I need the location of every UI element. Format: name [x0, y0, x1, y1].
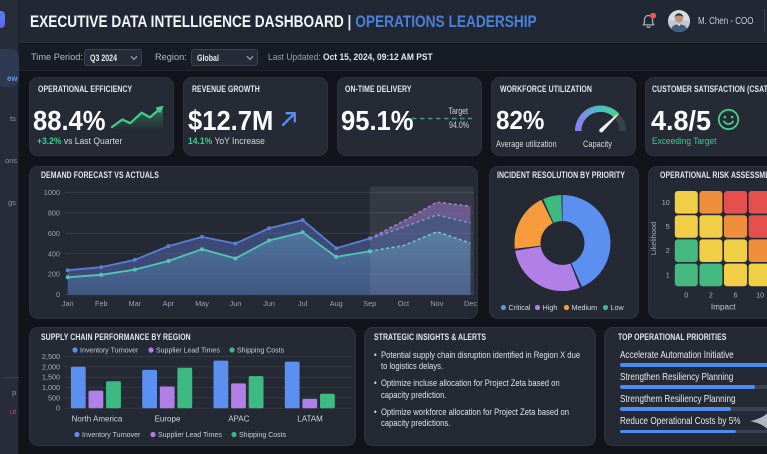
svg-text:Shipping Costs: Shipping Costs [237, 348, 285, 355]
svg-text:5: 5 [666, 222, 670, 231]
svg-text:Sep: Sep [363, 299, 376, 308]
svg-text:Jan: Jan [62, 299, 74, 308]
svg-text:2,000: 2,000 [42, 362, 60, 371]
svg-text:0: 0 [56, 404, 60, 413]
svg-text:6: 6 [734, 290, 738, 299]
svg-text:2,500: 2,500 [42, 352, 60, 361]
svg-text:APAC: APAC [228, 415, 249, 424]
svg-text:Jun: Jun [230, 299, 242, 308]
svg-text:Shipping Costs: Shipping Costs [239, 432, 287, 439]
svg-text:500: 500 [48, 393, 60, 402]
svg-text:800: 800 [48, 208, 60, 217]
svg-text:Likelihood: Likelihood [649, 221, 658, 254]
svg-text:Mar: Mar [129, 299, 142, 308]
svg-text:200: 200 [48, 269, 60, 278]
svg-text:2: 2 [666, 246, 670, 255]
svg-text:May: May [195, 299, 209, 308]
svg-text:Jul: Jul [298, 299, 308, 308]
svg-text:Supplier Lead Times: Supplier Lead Times [158, 432, 222, 439]
svg-text:Low: Low [610, 303, 624, 312]
svg-text:1,500: 1,500 [42, 373, 60, 382]
svg-text:LATAM: LATAM [297, 415, 323, 424]
svg-text:Impact: Impact [711, 302, 736, 311]
svg-text:1000: 1000 [44, 187, 60, 196]
svg-text:Dec: Dec [464, 299, 477, 308]
svg-text:Inventory Turnover: Inventory Turnover [80, 348, 139, 355]
svg-text:Supplier Lead Times: Supplier Lead Times [156, 348, 220, 355]
svg-text:600: 600 [48, 228, 60, 237]
svg-text:Europe: Europe [155, 415, 181, 424]
svg-text:North America: North America [72, 415, 123, 424]
svg-text:1: 1 [666, 270, 670, 279]
svg-text:2: 2 [709, 290, 713, 299]
svg-text:Medium: Medium [571, 303, 597, 312]
svg-text:Apr: Apr [163, 299, 175, 308]
svg-text:Feb: Feb [95, 299, 108, 308]
svg-text:10: 10 [756, 290, 764, 299]
svg-text:Inventory Turnover: Inventory Turnover [82, 432, 141, 439]
svg-text:400: 400 [48, 249, 60, 258]
svg-text:Jun: Jun [263, 299, 275, 308]
svg-text:0: 0 [684, 290, 688, 299]
svg-text:Nov: Nov [430, 299, 443, 308]
svg-text:10: 10 [662, 197, 670, 206]
svg-text:1,000: 1,000 [42, 383, 60, 392]
svg-text:Critical: Critical [508, 303, 530, 312]
svg-text:Aug: Aug [330, 299, 343, 308]
svg-text:High: High [542, 303, 557, 312]
svg-text:Oct: Oct [398, 299, 409, 308]
svg-text:0: 0 [56, 290, 60, 299]
